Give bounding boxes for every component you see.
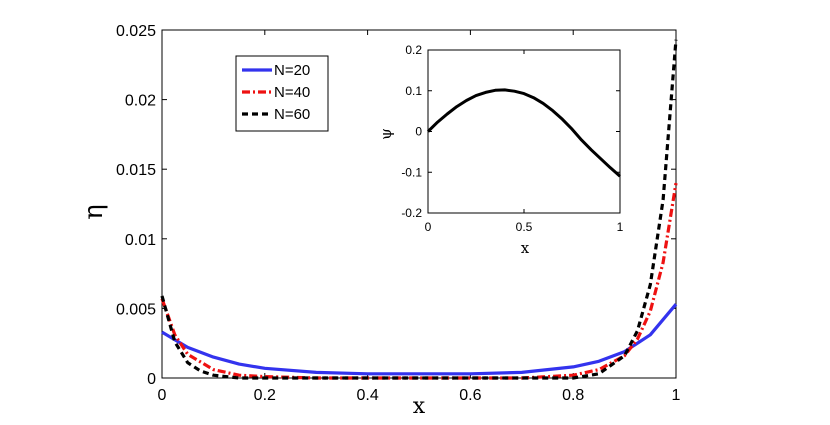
legend-label: N=60 <box>274 106 310 123</box>
main-x-axis-label: x <box>413 394 426 419</box>
y-tick-label: -0.2 <box>401 206 422 220</box>
y-tick-label: 0.1 <box>405 84 422 98</box>
x-tick-label: 0.5 <box>516 220 533 234</box>
y-tick-label: 0 <box>147 371 156 388</box>
x-tick-label: 0.4 <box>356 387 378 404</box>
x-tick-label: 1 <box>672 387 681 404</box>
y-tick-label: 0.02 <box>125 93 156 110</box>
y-tick-label: 0 <box>415 125 422 139</box>
legend-items: N=20 N=40 N=60 <box>242 62 310 123</box>
series-line-n-20 <box>161 303 678 376</box>
inset-plot-frame <box>427 49 621 214</box>
inset-series-lines <box>426 88 621 178</box>
x-tick-label: 0.2 <box>254 387 276 404</box>
inset-y-ticks: -0.2 -0.1 0 0.1 0.2 <box>401 43 620 220</box>
main-y-axis-label: η <box>79 204 109 220</box>
legend: N=20 N=40 N=60 <box>235 55 329 132</box>
x-tick-label: 1 <box>617 220 624 234</box>
x-tick-label: 0 <box>158 387 167 404</box>
inset-x-ticks: 0 0.5 1 <box>425 50 624 234</box>
legend-label: N=20 <box>274 62 310 79</box>
y-tick-label: 0.01 <box>125 232 156 249</box>
y-tick-label: 0.015 <box>116 162 156 179</box>
main-series-lines <box>160 39 678 380</box>
main-y-ticks: 0 0.005 0.01 0.015 0.02 0.025 <box>116 23 676 388</box>
x-tick-label: 0.8 <box>562 387 584 404</box>
series-line-psi <box>426 88 621 178</box>
y-tick-label: -0.1 <box>401 165 422 179</box>
legend-label: N=40 <box>274 84 310 101</box>
y-tick-label: 0.005 <box>116 301 156 318</box>
inset-plot: 0 0.5 1 -0.2-0.100.10.2 x ψ <box>377 43 624 257</box>
inset-x-axis-label: x <box>521 239 530 257</box>
inset-y-axis-label: ψ <box>377 128 395 140</box>
main-x-ticks: 0 0.2 0.4 0.6 0.8 1 <box>158 30 681 404</box>
x-tick-label: 0.6 <box>459 387 481 404</box>
y-tick-label: 0.025 <box>116 23 156 40</box>
y-tick-label: 0.2 <box>405 43 422 57</box>
x-tick-label: 0 <box>425 220 432 234</box>
